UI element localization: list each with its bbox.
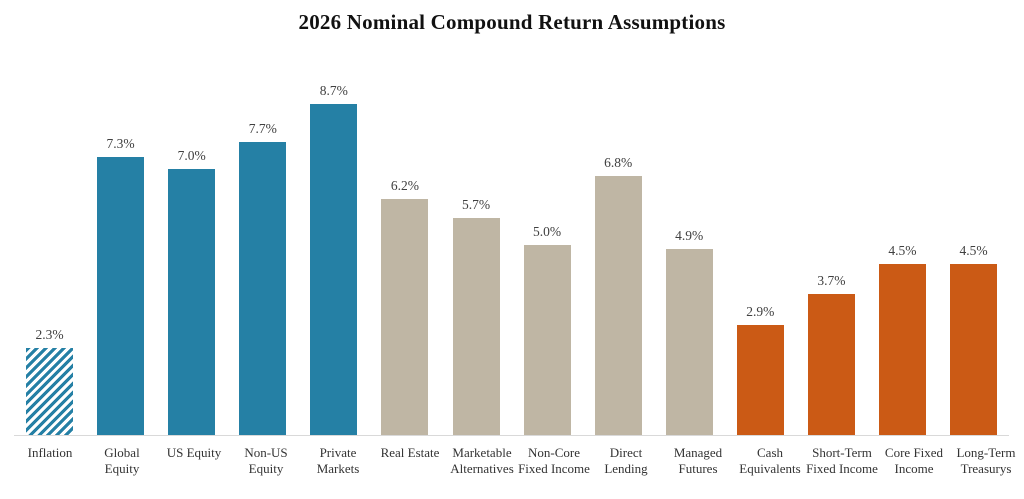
bar-value-label: 2.9% — [746, 303, 775, 319]
bar — [736, 324, 784, 435]
bar-value-label: 6.8% — [604, 155, 633, 171]
x-axis-label: Global Equity — [104, 445, 140, 476]
bar — [594, 176, 642, 435]
bar-column: 6.2% — [369, 50, 440, 435]
x-axis-label: US Equity — [166, 445, 222, 460]
bar-column: 5.7% — [440, 50, 511, 435]
x-axis-label: Core Fixed Income — [884, 445, 944, 476]
bar — [878, 263, 926, 435]
bar-value-label: 4.5% — [888, 242, 917, 258]
bar — [807, 294, 855, 435]
bar-column: 4.5% — [867, 50, 938, 435]
bar — [665, 248, 713, 435]
x-axis-label: Private Markets — [316, 445, 360, 476]
x-axis-label-cell: Managed Futures — [662, 445, 734, 476]
x-axis-label-cell: Private Markets — [302, 445, 374, 476]
bar — [97, 157, 145, 435]
x-axis-label-cell: Non-US Equity — [230, 445, 302, 476]
bar — [381, 199, 429, 435]
bar-value-label: 7.3% — [106, 136, 135, 152]
bar-value-label: 2.3% — [35, 326, 64, 342]
x-axis-label-cell: US Equity — [158, 445, 230, 461]
x-axis-label-cell: Marketable Alternatives — [446, 445, 518, 476]
x-axis-label-cell: Cash Equivalents — [734, 445, 806, 476]
x-axis-label: Cash Equivalents — [739, 445, 801, 476]
bar-value-label: 3.7% — [817, 273, 846, 289]
x-axis-label-cell: Direct Lending — [590, 445, 662, 476]
bar-column: 3.7% — [796, 50, 867, 435]
bar-value-label: 4.9% — [675, 227, 704, 243]
x-axis-label: Direct Lending — [604, 445, 648, 476]
x-axis-labels: Inflation Global Equity US Equity Non-US Eq… — [14, 445, 1016, 476]
bar — [452, 218, 500, 435]
bar-value-label: 4.5% — [959, 242, 988, 258]
bar — [523, 244, 571, 435]
x-axis-label: Real Estate — [380, 445, 440, 460]
bar-value-label: 5.7% — [461, 197, 491, 213]
x-axis-label: Non-Core Fixed Income — [518, 445, 590, 476]
bar-column: 7.7% — [227, 50, 298, 435]
bar-value-label: 8.7% — [319, 83, 348, 98]
x-axis-label: Marketable Alternatives — [450, 445, 514, 476]
x-axis-label-cell: Real Estate — [374, 445, 446, 461]
bar-column: 2.3% — [14, 50, 85, 435]
plot-area: 2.3% 7.3% 7.0% 7.7% 8.7% 6.2% 5.7% 5.0% 6.8% 4.9%… — [14, 50, 1009, 435]
x-axis-label-cell: Short-Term Fixed Income — [806, 445, 878, 476]
bar-value-label: 6.2% — [390, 178, 419, 194]
x-axis-label: Long-Term Treasurys — [956, 445, 1016, 476]
x-axis-label: Inflation — [27, 445, 73, 460]
bar-column: 5.0% — [512, 50, 583, 435]
bar-column: 6.8% — [583, 50, 654, 435]
x-axis-line — [14, 435, 1009, 436]
bar-column: 8.7% — [298, 50, 369, 435]
x-axis-label: Non-US Equity — [244, 445, 288, 476]
bar-value-label: 7.0% — [177, 147, 206, 163]
chart-title: 2026 Nominal Compound Return Assumptions — [298, 10, 726, 34]
x-axis-label-cell: Long-Term Treasurys — [950, 445, 1022, 476]
x-axis-label-cell: Inflation — [14, 445, 86, 461]
bar — [26, 347, 74, 435]
x-axis-label-cell: Core Fixed Income — [878, 445, 950, 476]
x-axis-label: Short-Term Fixed Income — [806, 445, 878, 476]
bar-column: 2.9% — [725, 50, 796, 435]
x-axis-label-cell: Non-Core Fixed Income — [518, 445, 590, 476]
bar — [239, 142, 287, 435]
bar-column: 7.0% — [156, 50, 227, 435]
bar-value-label: 5.0% — [533, 223, 562, 239]
bar-column: 4.5% — [938, 50, 1009, 435]
x-axis-label-cell: Global Equity — [86, 445, 158, 476]
bar-column: 7.3% — [85, 50, 156, 435]
bar-column: 4.9% — [654, 50, 725, 435]
bar — [310, 104, 358, 435]
bar-value-label: 7.7% — [248, 121, 277, 137]
x-axis-label: Managed Futures — [673, 445, 723, 476]
bar — [950, 263, 998, 435]
bar — [168, 168, 216, 435]
